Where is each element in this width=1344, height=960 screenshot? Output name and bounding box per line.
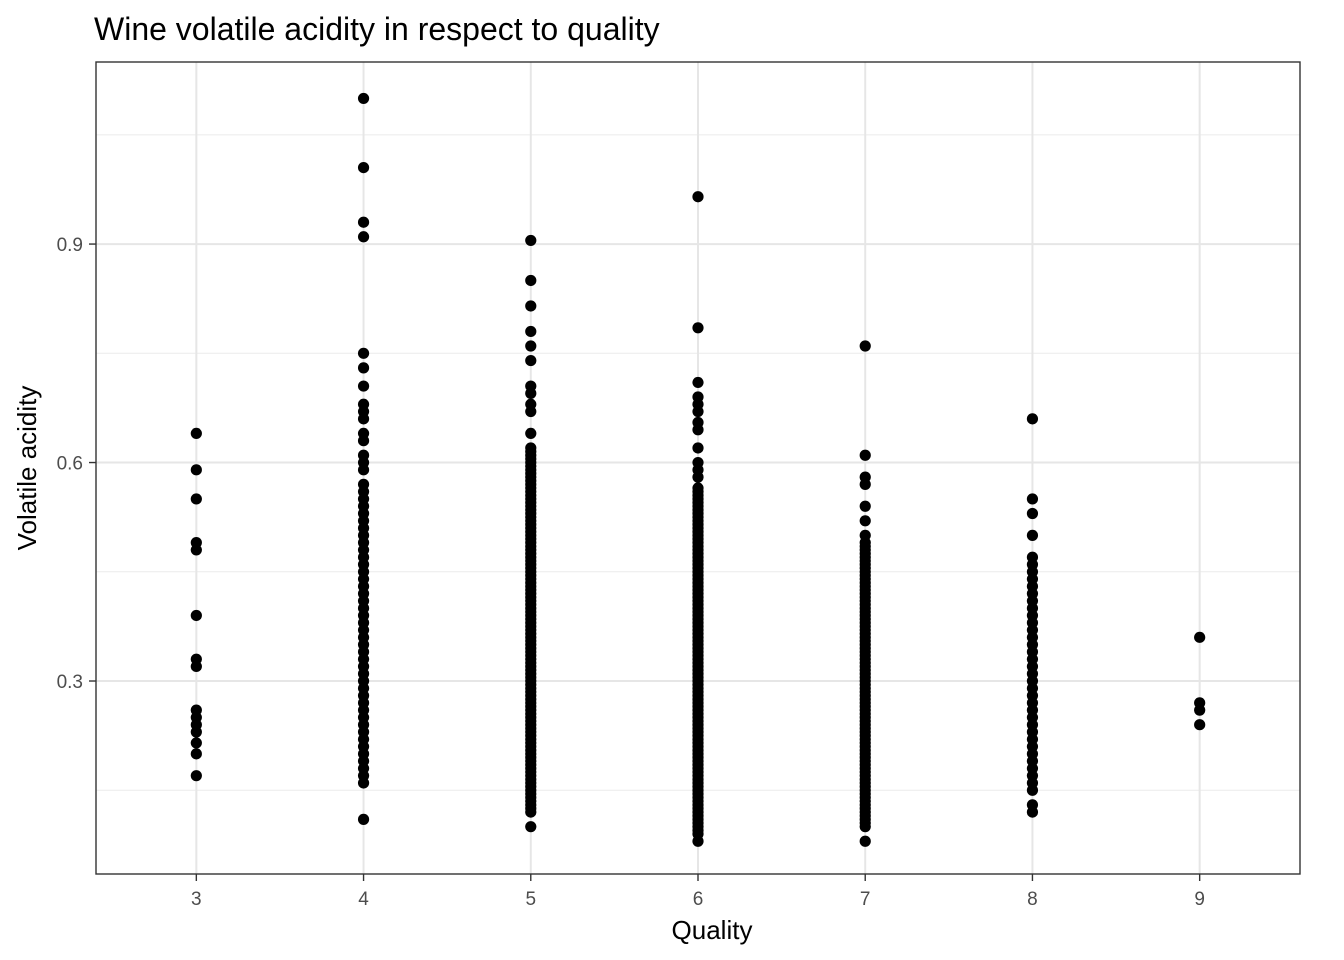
x-tick-label: 8 bbox=[1027, 889, 1038, 910]
data-point bbox=[692, 424, 704, 436]
data-point bbox=[525, 340, 537, 352]
x-tick-label: 7 bbox=[860, 889, 871, 910]
data-point bbox=[692, 405, 704, 418]
data-point bbox=[357, 486, 370, 498]
data-point bbox=[525, 427, 537, 440]
data-point bbox=[190, 748, 202, 760]
data-point bbox=[692, 322, 704, 334]
data-point bbox=[859, 478, 871, 490]
x-tick-label: 9 bbox=[1194, 889, 1205, 910]
data-point bbox=[525, 300, 537, 312]
data-point bbox=[1194, 719, 1206, 731]
x-axis-ticks: 3 4 5 6 7 8 9 bbox=[191, 874, 1205, 910]
data-point bbox=[692, 191, 704, 203]
y-tick-label: 0.9 bbox=[57, 235, 83, 256]
data-point bbox=[357, 161, 370, 174]
data-point bbox=[859, 537, 871, 549]
data-point bbox=[1026, 806, 1039, 818]
y-tick-label: 0.3 bbox=[57, 672, 83, 693]
x-tick-label: 4 bbox=[358, 889, 369, 910]
data-point bbox=[357, 413, 370, 425]
x-tick-label: 5 bbox=[525, 889, 536, 910]
data-point bbox=[692, 442, 704, 454]
data-point bbox=[1026, 413, 1039, 425]
data-point bbox=[1026, 493, 1039, 505]
y-tick-label: 0.6 bbox=[57, 454, 83, 475]
data-point bbox=[190, 464, 202, 476]
x-axis-title: Quality bbox=[672, 915, 753, 945]
data-point bbox=[357, 362, 370, 374]
data-point bbox=[1026, 507, 1039, 520]
data-point bbox=[190, 609, 202, 622]
data-point bbox=[357, 216, 370, 228]
chart-title: Wine volatile acidity in respect to qual… bbox=[94, 11, 660, 47]
x-tick-label: 3 bbox=[191, 889, 202, 910]
x-tick-label: 6 bbox=[693, 889, 704, 910]
data-point bbox=[357, 813, 370, 825]
data-point bbox=[190, 737, 202, 749]
data-point bbox=[190, 660, 202, 673]
y-axis-ticks: 0.3 0.6 0.9 bbox=[57, 235, 96, 693]
data-point bbox=[859, 515, 871, 527]
data-point bbox=[357, 92, 370, 105]
data-point bbox=[692, 835, 704, 847]
data-point bbox=[190, 726, 202, 738]
data-point bbox=[525, 405, 537, 418]
data-point bbox=[357, 464, 370, 476]
data-point bbox=[190, 493, 202, 505]
data-point bbox=[859, 449, 871, 461]
data-point bbox=[357, 435, 370, 447]
data-point bbox=[859, 340, 871, 352]
data-point bbox=[357, 347, 370, 359]
data-point bbox=[859, 500, 871, 512]
data-point bbox=[692, 482, 704, 494]
data-point bbox=[1194, 704, 1206, 716]
data-point bbox=[692, 471, 704, 483]
data-point bbox=[525, 234, 537, 247]
data-point bbox=[525, 821, 537, 833]
data-point bbox=[525, 442, 537, 454]
data-point bbox=[190, 770, 202, 782]
data-point bbox=[525, 387, 537, 399]
data-point bbox=[525, 354, 537, 367]
data-point bbox=[190, 427, 202, 440]
data-point bbox=[357, 380, 370, 392]
data-point bbox=[1026, 551, 1039, 563]
data-point bbox=[357, 231, 370, 243]
data-point bbox=[1026, 529, 1039, 541]
data-point bbox=[525, 274, 537, 287]
data-points bbox=[190, 92, 1206, 847]
data-point bbox=[859, 835, 871, 847]
data-point bbox=[525, 325, 537, 338]
data-point bbox=[190, 544, 202, 556]
y-axis-title: Volatile acidity bbox=[12, 386, 42, 551]
data-point bbox=[692, 376, 704, 389]
data-point bbox=[1194, 631, 1206, 643]
